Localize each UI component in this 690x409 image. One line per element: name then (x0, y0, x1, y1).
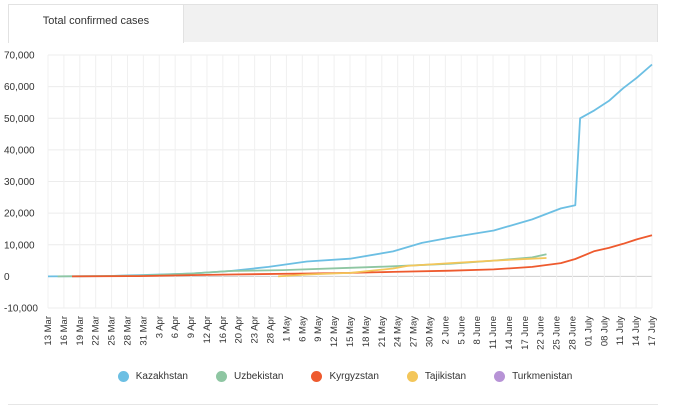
y-tick-label: 50,000 (4, 114, 35, 125)
x-tick-label: 08 July (599, 316, 610, 346)
x-tick-label: 28 Apr (266, 316, 277, 343)
legend-marker-icon (117, 371, 129, 382)
y-tick-label: 70,000 (4, 51, 35, 62)
x-tick-label: 9 Apr (186, 316, 197, 338)
legend-label: Kyrgyzstan (329, 371, 379, 382)
legend-item-uzbekistan[interactable]: Uzbekistan (215, 371, 284, 382)
x-tick-label: 14 July (631, 316, 642, 346)
x-tick-label: 15 May (345, 316, 356, 347)
x-tick-label: 12 Apr (202, 316, 213, 343)
x-tick-label: 27 May (409, 316, 420, 347)
x-tick-label: 23 Apr (250, 316, 261, 343)
x-tick-label: 28 June (568, 316, 579, 350)
legend-marker-icon (215, 371, 227, 382)
x-tick-label: 3 Apr (154, 316, 165, 338)
x-tick-label: 17 June (520, 316, 531, 350)
x-tick-label: 5 June (456, 316, 467, 345)
x-tick-label: 16 Mar (59, 316, 70, 346)
x-tick-label: 11 July (615, 316, 626, 346)
x-tick-label: 20 Apr (234, 316, 245, 343)
legend-item-tajikistan[interactable]: Tajikistan (406, 371, 467, 382)
y-tick-label: 10,000 (4, 240, 35, 251)
y-tick-label: 0 (4, 272, 10, 283)
y-tick-label: 60,000 (4, 82, 35, 93)
legend-marker-icon (311, 371, 323, 382)
legend-item-turkmenistan[interactable]: Turkmenistan (494, 371, 572, 382)
x-tick-label: 18 May (361, 316, 372, 347)
legend-item-kazakhstan[interactable]: Kazakhstan (117, 371, 188, 382)
x-tick-label: 2 June (440, 316, 451, 345)
x-tick-label: 14 June (504, 316, 515, 350)
legend-label: Kazakhstan (135, 371, 188, 382)
legend-label: Turkmenistan (512, 371, 573, 382)
x-tick-label: 21 May (377, 316, 388, 347)
tab-total-confirmed-cases[interactable]: Total confirmed cases (8, 4, 184, 43)
series-line-kyrgyzstan (71, 234, 653, 278)
x-tick-label: 6 Apr (170, 316, 181, 338)
x-tick-label: 25 Mar (107, 316, 118, 346)
x-tick-label: 13 Mar (43, 316, 54, 346)
divider (8, 404, 658, 405)
x-tick-label: 16 Apr (218, 316, 229, 343)
x-tick-label: 22 June (536, 316, 547, 350)
x-tick-label: 1 May (281, 316, 292, 342)
legend-marker-icon (494, 371, 506, 382)
legend-label: Uzbekistan (233, 371, 284, 382)
x-tick-label: 24 May (393, 316, 404, 347)
x-tick-label: 12 May (329, 316, 340, 347)
x-tick-label: 19 Mar (75, 316, 86, 346)
y-tick-label: -10,000 (4, 304, 38, 315)
y-tick-label: 20,000 (4, 209, 35, 220)
x-tick-label: 6 May (297, 316, 308, 342)
x-tick-label: 8 June (472, 316, 483, 345)
x-tick-label: 17 July (647, 316, 658, 346)
x-tick-label: 30 May (424, 316, 435, 347)
y-tick-label: 30,000 (4, 177, 35, 188)
x-tick-label: 11 June (488, 316, 499, 349)
x-tick-label: 28 Mar (122, 316, 133, 346)
x-tick-label: 25 June (552, 316, 563, 350)
legend-marker-icon (406, 371, 418, 382)
series-line-tajikistan (278, 257, 547, 278)
x-tick-label: 22 Mar (91, 316, 102, 346)
chart-legend: Kazakhstan Uzbekistan Kyrgyzstan Tajikistan… (0, 371, 690, 382)
legend-label: Tajikistan (424, 371, 467, 382)
x-tick-label: 9 May (313, 316, 324, 342)
x-tick-label: 01 July (583, 316, 594, 346)
legend-item-kyrgyzstan[interactable]: Kyrgyzstan (311, 371, 379, 382)
x-tick-label: 31 Mar (138, 316, 149, 346)
y-tick-label: 40,000 (4, 145, 35, 156)
